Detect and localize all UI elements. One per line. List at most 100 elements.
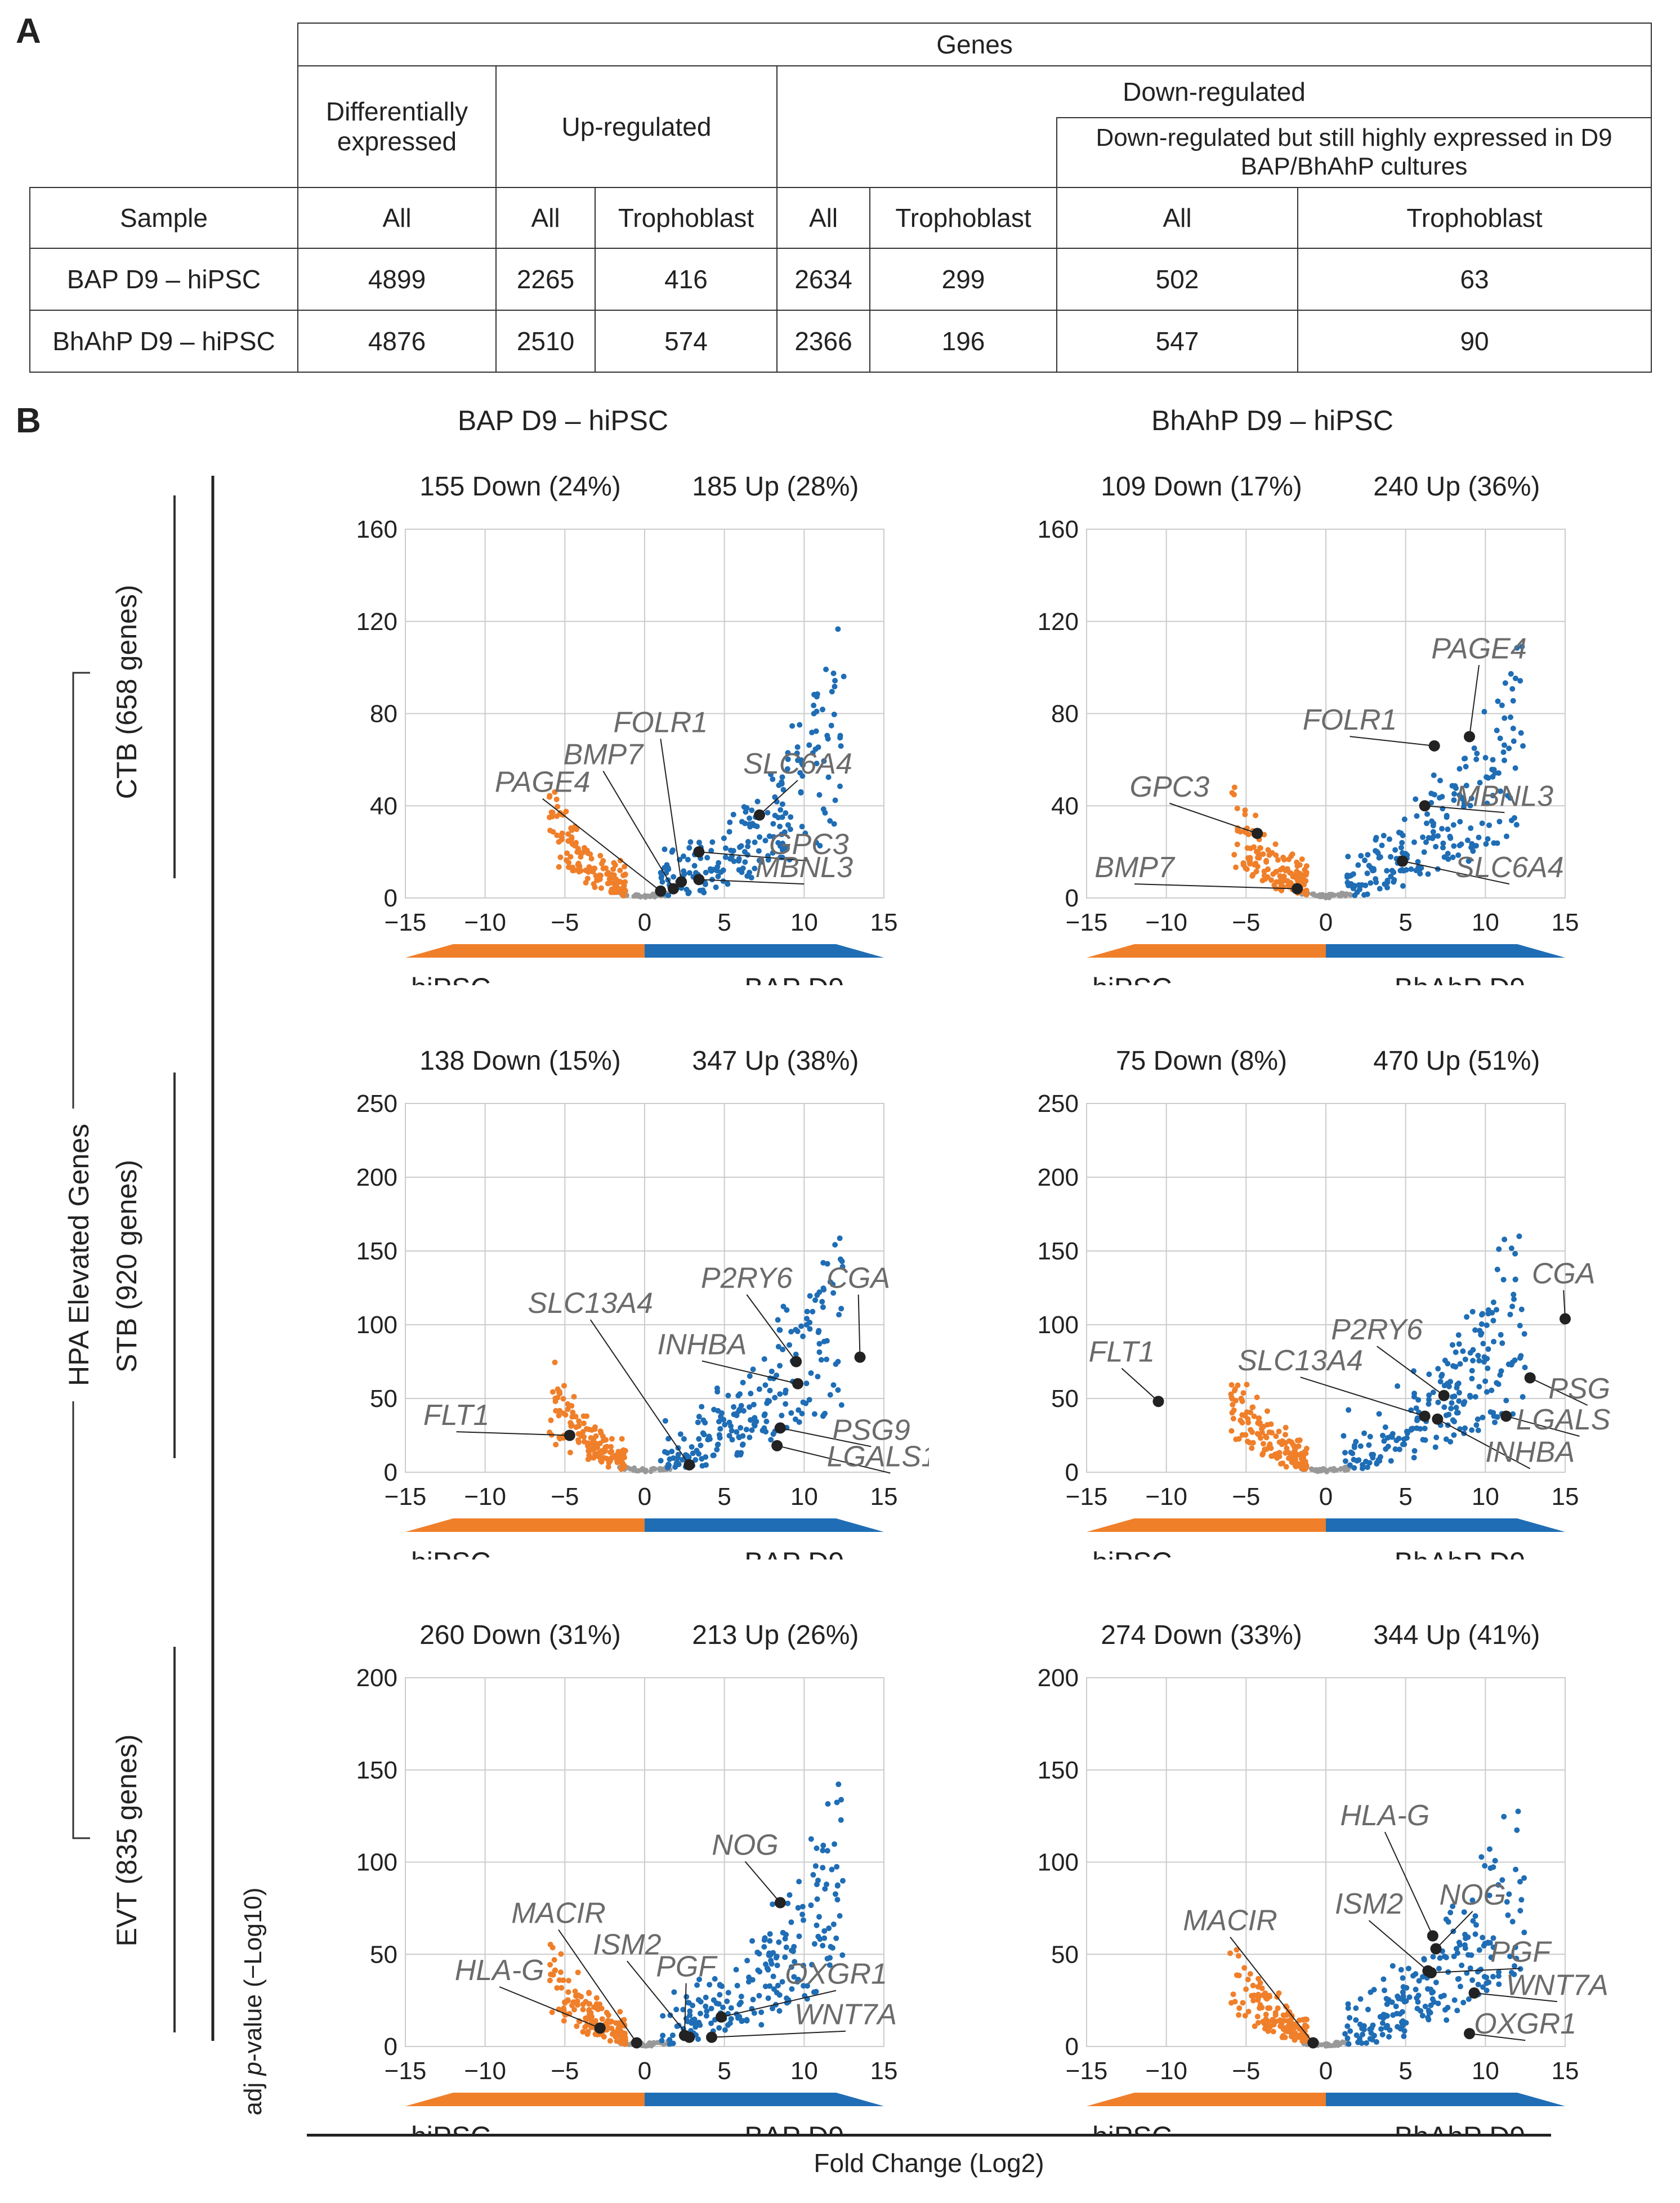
- table-row: BhAhP D9 – hiPSC 4876 2510 574 2366 196 …: [29, 310, 1652, 373]
- up-point: [1481, 1354, 1487, 1360]
- down-point: [607, 875, 614, 881]
- down-point: [1253, 812, 1259, 819]
- up-point: [755, 1967, 761, 1973]
- up-point: [1374, 1459, 1380, 1465]
- y-axis-label: adj p-value (−Log10): [239, 1821, 267, 2182]
- up-point: [1345, 2005, 1351, 2011]
- up-point: [1357, 1996, 1364, 2002]
- up-point: [1401, 816, 1408, 823]
- up-point: [1425, 871, 1431, 877]
- up-point: [728, 2016, 734, 2022]
- up-point: [742, 859, 748, 865]
- up-point: [1464, 1314, 1470, 1320]
- down-point: [1255, 1415, 1262, 1422]
- up-point: [685, 2000, 691, 2006]
- up-point: [750, 1366, 756, 1373]
- up-point: [1399, 839, 1405, 846]
- up-point: [716, 1419, 722, 1425]
- down-point: [549, 1945, 556, 1951]
- gene-points: [1229, 644, 1526, 901]
- row-label-stb: STB (920 genes): [111, 1160, 142, 1373]
- down-point: [613, 882, 619, 888]
- up-point: [770, 1901, 776, 1907]
- up-point: [1400, 850, 1406, 856]
- up-point: [664, 1450, 671, 1456]
- up-point: [774, 1372, 780, 1378]
- up-point: [1521, 1331, 1527, 1337]
- up-point: [1396, 1995, 1402, 2001]
- up-point: [1491, 767, 1497, 773]
- up-point: [1486, 822, 1493, 828]
- up-point: [1482, 1863, 1488, 1869]
- gene-label: ISM2: [593, 1928, 661, 1961]
- up-point: [1484, 1322, 1490, 1328]
- down-point: [574, 2002, 580, 2008]
- up-point: [745, 843, 751, 850]
- down-point: [1303, 1445, 1310, 1451]
- up-point: [725, 1392, 731, 1398]
- down-point: [1257, 1435, 1263, 1441]
- neutral-point: [642, 893, 647, 899]
- up-point: [1419, 2013, 1426, 2019]
- up-point: [813, 839, 819, 846]
- up-point: [767, 1938, 773, 1944]
- down-point: [1280, 2012, 1286, 2018]
- down-point: [571, 2007, 577, 2013]
- y-tick-label: 100: [356, 1311, 397, 1339]
- up-point: [690, 1450, 696, 1456]
- x-tick-label: −10: [1145, 909, 1187, 936]
- sample-cell: BhAhP D9 – hiPSC: [29, 310, 298, 373]
- up-point: [799, 1903, 806, 1910]
- row-label-evt: EVT (835 genes): [111, 1734, 142, 1947]
- up-point: [740, 1441, 746, 1447]
- down-point: [1263, 2016, 1269, 2022]
- up-point: [779, 832, 785, 838]
- up-point: [800, 762, 806, 768]
- gene-label: WNT7A: [794, 1999, 897, 2031]
- up-point: [1472, 1394, 1478, 1400]
- down-point: [1299, 856, 1305, 863]
- down-point: [1247, 861, 1253, 867]
- down-point: [1283, 868, 1289, 874]
- down-point: [593, 1995, 600, 2001]
- up-point: [1512, 675, 1518, 681]
- up-point: [1465, 1996, 1472, 2002]
- gene-leader-line: [857, 1294, 861, 1357]
- x-tick-label: 0: [1319, 1483, 1333, 1511]
- down-point: [1288, 1453, 1294, 1459]
- down-point: [547, 1977, 553, 1983]
- down-point: [1249, 873, 1255, 879]
- up-point: [823, 667, 829, 673]
- gene-label: CGA: [826, 1262, 890, 1295]
- neutral-point: [640, 1466, 645, 1472]
- up-point: [1481, 1974, 1487, 1980]
- up-point: [1480, 1984, 1486, 1990]
- y-tick-label: 250: [356, 1090, 397, 1118]
- up-point: [811, 1411, 817, 1417]
- up-point: [758, 2009, 765, 2016]
- gene-leader-line: [699, 851, 809, 862]
- down-point: [1234, 841, 1240, 847]
- gene-leader-line: [1530, 1377, 1588, 1406]
- x-tick-label: 10: [1472, 2057, 1499, 2085]
- down-point: [569, 841, 575, 847]
- up-point: [667, 2037, 673, 2043]
- up-point: [672, 1464, 678, 1470]
- neutral-point: [1323, 895, 1329, 900]
- up-point: [1452, 783, 1458, 789]
- gene-label: MACIR: [1183, 1905, 1277, 1937]
- up-point: [1435, 2000, 1441, 2007]
- down-point: [1272, 869, 1279, 875]
- up-point: [785, 750, 791, 756]
- gene-leader-line: [1505, 1415, 1580, 1437]
- down-point: [1275, 2005, 1281, 2012]
- up-point: [833, 1935, 839, 1941]
- up-point: [1388, 1458, 1394, 1464]
- up-point: [707, 1982, 713, 1988]
- up-point: [1490, 1317, 1496, 1324]
- up-point: [686, 870, 692, 876]
- up-point: [1469, 1368, 1475, 1374]
- down-point: [1254, 1431, 1261, 1437]
- gene-points: [1228, 1233, 1528, 1474]
- neutral-point: [651, 2040, 656, 2045]
